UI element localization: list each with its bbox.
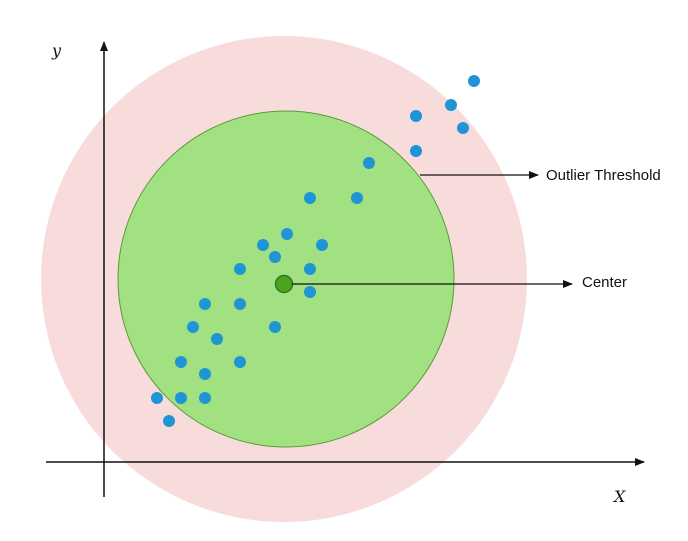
data-point	[410, 110, 422, 122]
data-point	[199, 368, 211, 380]
y-axis-label: y	[51, 41, 62, 60]
data-point	[445, 99, 457, 111]
data-point	[269, 251, 281, 263]
data-point	[410, 145, 422, 157]
data-point	[199, 392, 211, 404]
data-point	[257, 239, 269, 251]
outlier-threshold-label: Outlier Threshold	[546, 167, 661, 184]
x-axis-label: X	[612, 487, 626, 506]
data-point	[269, 321, 281, 333]
data-points	[151, 75, 480, 427]
data-point	[304, 263, 316, 275]
data-point	[304, 192, 316, 204]
center-label: Center	[582, 274, 627, 291]
data-point	[363, 157, 375, 169]
data-point	[304, 286, 316, 298]
data-point	[234, 356, 246, 368]
data-point	[175, 356, 187, 368]
data-point	[468, 75, 480, 87]
data-point	[211, 333, 223, 345]
data-point	[316, 239, 328, 251]
data-point	[187, 321, 199, 333]
center-point	[274, 274, 294, 294]
data-point	[151, 392, 163, 404]
data-point	[351, 192, 363, 204]
data-point	[175, 392, 187, 404]
data-point	[234, 298, 246, 310]
data-point	[163, 415, 175, 427]
data-point	[234, 263, 246, 275]
data-point	[199, 298, 211, 310]
data-point	[281, 228, 293, 240]
data-point	[457, 122, 469, 134]
